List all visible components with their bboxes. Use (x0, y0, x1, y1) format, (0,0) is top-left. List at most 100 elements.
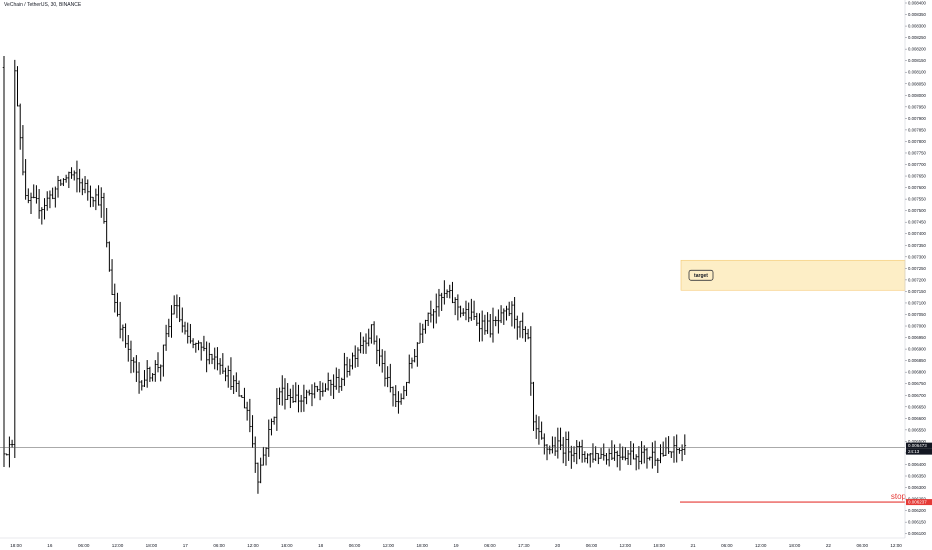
target-zone[interactable] (680, 259, 906, 291)
price-axis: 0.008400 0.008350 0.008300 0.008250 0.008200… (904, 0, 927, 538)
ohlc-bar (572, 446, 576, 463)
ohlc-bars (2, 56, 687, 494)
time-tick-label: 12:00 (112, 543, 124, 548)
ohlc-bar (307, 389, 311, 396)
price-tick-label: 0.007350 (908, 243, 927, 248)
time-tick-label: 06:00 (349, 543, 361, 548)
ohlc-bar (259, 457, 262, 484)
ohlc-bar (318, 381, 322, 401)
ohlc-bar (129, 340, 133, 374)
chart-title: VeChain / TetherUS, 30, BINANCE (4, 2, 82, 8)
ohlc-bar (632, 443, 635, 460)
time-tick-label: 18:00 (653, 543, 665, 548)
ohlc-bar (199, 342, 203, 361)
time-tick-label: 18:00 (789, 543, 801, 548)
ohlc-bar (8, 436, 11, 468)
ohlc-bar (332, 374, 335, 399)
ohlc-bar (626, 449, 630, 465)
ohlc-bar (43, 198, 46, 220)
target-label: target (694, 273, 708, 279)
ohlc-bar (89, 185, 92, 208)
price-tick-label: 0.008100 (908, 70, 927, 75)
price-tick-label: 0.006100 (908, 531, 927, 536)
ohlc-bar (340, 377, 344, 391)
ohlc-bar (337, 368, 341, 393)
ohlc-bar (599, 448, 603, 459)
ohlc-bar (270, 418, 273, 436)
price-tick-label: 0.006900 (908, 347, 927, 352)
ohlc-bar (175, 294, 179, 319)
price-tick-label: 0.008250 (908, 35, 927, 40)
ohlc-bar (556, 427, 560, 459)
ohlc-bar (216, 347, 219, 371)
ohlc-bar (526, 328, 530, 340)
ohlc-bar (253, 436, 257, 473)
ohlc-bar (159, 364, 162, 382)
ohlc-bar (467, 302, 470, 323)
ohlc-bar (24, 159, 27, 200)
ohlc-bar (137, 362, 141, 394)
ohlc-bar (153, 360, 157, 382)
ohlc-bar (356, 347, 360, 367)
ohlc-bar (264, 447, 268, 466)
target-label-box[interactable] (688, 269, 714, 281)
ohlc-bar (135, 355, 138, 382)
ohlc-bar (426, 312, 430, 327)
ohlc-bar (372, 321, 376, 345)
ohlc-bar (37, 189, 41, 219)
ohlc-bar (251, 415, 254, 448)
ohlc-bar (580, 439, 584, 463)
time-axis: 18:00 16 06:00 12:00 18:00 17 06:00 12:00 18:00 1… (0, 537, 905, 548)
ohlc-bar (91, 196, 95, 207)
price-tick-label: 0.007550 (908, 197, 927, 202)
ohlc-bar (99, 187, 103, 218)
ohlc-bar (683, 434, 687, 455)
ohlc-bar (229, 357, 233, 390)
ohlc-bar (534, 414, 538, 439)
ohlc-bar (575, 440, 579, 465)
ohlc-bar (413, 348, 416, 363)
ohlc-bar (464, 300, 468, 321)
price-tick-label: 0.007250 (908, 266, 927, 271)
ohlc-bar (32, 184, 36, 199)
ohlc-bar (637, 446, 641, 470)
ohlc-bar (21, 125, 25, 176)
price-lines: stop (0, 447, 907, 503)
ohlc-bar (13, 59, 17, 459)
price-tick-label: 0.006150 (908, 520, 927, 525)
price-tick-label: 0.007750 (908, 150, 927, 155)
ohlc-bar (418, 322, 422, 344)
ohlc-bar (186, 322, 190, 344)
price-tick-label: 0.007700 (908, 162, 927, 167)
ohlc-bar (289, 388, 292, 409)
ohlc-bar (105, 207, 108, 248)
ohlc-bar (232, 375, 235, 394)
time-tick-label: 16 (47, 543, 53, 548)
ohlc-bar (521, 312, 525, 339)
ohlc-bar (429, 300, 433, 323)
price-tick-label: 0.007600 (908, 185, 927, 190)
price-tick-label: 0.007050 (908, 312, 927, 317)
ohlc-bar (86, 179, 90, 201)
price-tick-label: 0.006350 (908, 474, 927, 479)
ohlc-bar (610, 440, 614, 461)
countdown-value: 24:13 (908, 449, 920, 454)
ohlc-bar (94, 188, 98, 211)
time-tick-label: 20 (555, 543, 561, 548)
ohlc-bar (432, 308, 435, 329)
ohlc-bar (672, 436, 676, 463)
price-tick-label: 0.006550 (908, 427, 927, 432)
ohlc-bar (656, 458, 660, 473)
ohlc-bar (16, 66, 19, 107)
price-tick-label: 0.007650 (908, 174, 927, 179)
ohlc-bar (35, 185, 38, 204)
ohlc-bar (640, 441, 643, 465)
ohlc-bar (5, 453, 9, 456)
ohlc-bar (267, 419, 271, 457)
ohlc-bar (310, 384, 314, 407)
ohlc-bar (221, 353, 225, 374)
ohlc-bar (537, 416, 541, 445)
ohlc-bar (443, 280, 446, 305)
ohlc-bar (445, 289, 449, 298)
